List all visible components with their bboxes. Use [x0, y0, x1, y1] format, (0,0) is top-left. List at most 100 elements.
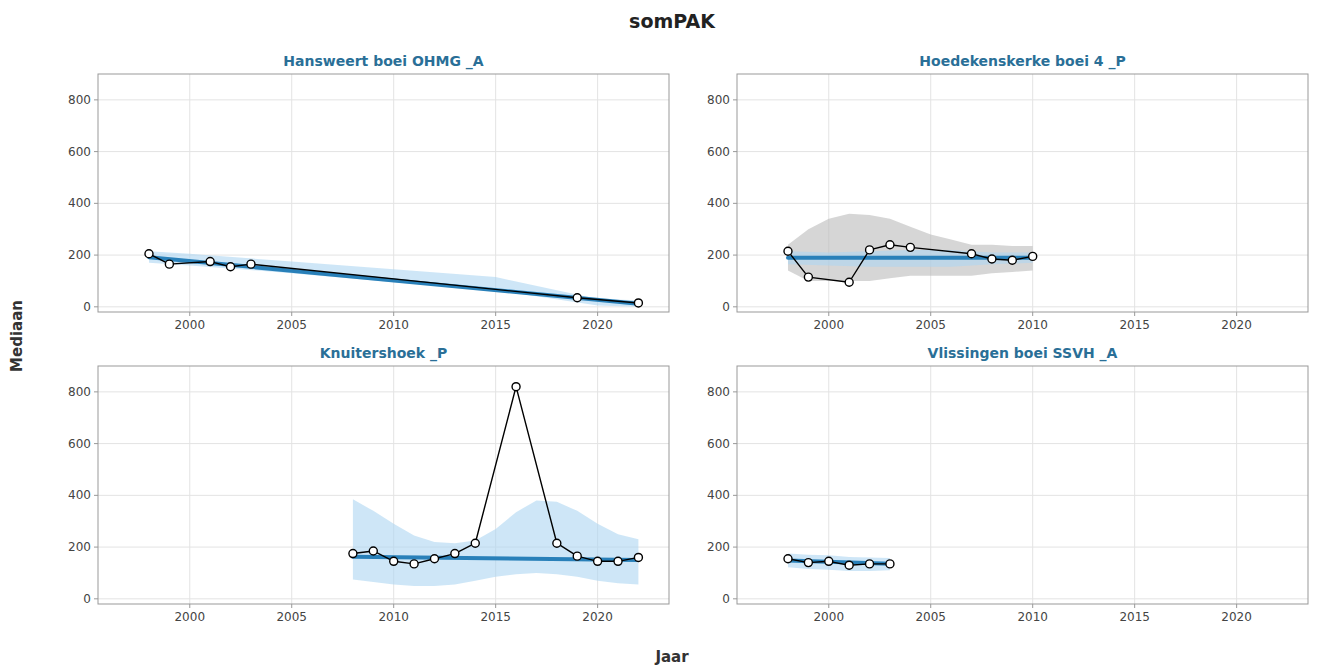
x-grid-line	[1032, 366, 1033, 604]
panel-title: Vlissingen boei SSVH _A	[928, 345, 1118, 362]
data-line	[353, 387, 639, 564]
x-tick	[828, 312, 829, 316]
y-grid-line	[98, 391, 669, 392]
x-grid-line	[1236, 74, 1237, 312]
data-point	[906, 243, 914, 251]
x-tick-label: 2020	[582, 610, 613, 624]
x-tick-label: 2010	[1017, 610, 1048, 624]
plot-area	[784, 554, 894, 571]
plot-frame	[737, 366, 1308, 604]
x-tick-label: 2010	[1017, 318, 1048, 332]
x-axis-label: Jaar	[654, 648, 689, 666]
data-point	[804, 273, 812, 281]
y-tick	[733, 203, 737, 204]
y-grid-line	[98, 443, 669, 444]
x-tick-label: 2000	[174, 318, 205, 332]
x-tick-label: 2000	[813, 610, 844, 624]
data-point	[206, 258, 214, 266]
y-tick	[733, 547, 737, 548]
y-tick-label: 0	[722, 592, 730, 606]
x-tick-label: 2020	[1221, 318, 1252, 332]
y-grid-line	[98, 99, 669, 100]
panel-title: Hansweert boei OHMG _A	[283, 53, 484, 70]
data-point	[410, 560, 418, 568]
y-tick-label: 400	[68, 488, 91, 502]
x-tick-label: 2005	[915, 610, 946, 624]
data-point	[784, 555, 792, 563]
y-tick-label: 600	[707, 145, 730, 159]
y-tick-label: 0	[722, 300, 730, 314]
x-tick	[1134, 604, 1135, 608]
y-tick-label: 800	[68, 93, 91, 107]
panel-title: Hoedekenskerke boei 4 _P	[919, 53, 1125, 70]
confidence-band	[353, 499, 639, 586]
y-tick	[94, 99, 98, 100]
data-point	[369, 547, 377, 555]
y-tick	[733, 598, 737, 599]
data-point	[390, 557, 398, 565]
y-grid-line	[737, 391, 1308, 392]
x-grid-line	[291, 366, 292, 604]
figure-title: somPAK	[629, 10, 716, 32]
y-tick-label: 0	[83, 300, 91, 314]
data-point	[247, 260, 255, 268]
x-tick	[597, 604, 598, 608]
y-tick	[94, 547, 98, 548]
x-grid-line	[291, 74, 292, 312]
y-tick	[94, 306, 98, 307]
y-axis-label: Mediaan	[8, 300, 26, 372]
data-point	[430, 555, 438, 563]
data-point	[1029, 252, 1037, 260]
x-tick-label: 2005	[915, 318, 946, 332]
y-tick-label: 200	[707, 540, 730, 554]
y-tick	[94, 203, 98, 204]
x-grid-line	[930, 74, 931, 312]
y-grid-line	[98, 306, 669, 307]
y-tick	[733, 495, 737, 496]
x-grid-line	[597, 74, 598, 312]
data-point	[471, 539, 479, 547]
x-tick-label: 2015	[1119, 318, 1150, 332]
y-tick-label: 600	[68, 145, 91, 159]
y-tick-label: 800	[68, 385, 91, 399]
x-tick	[393, 312, 394, 316]
x-tick	[1134, 312, 1135, 316]
x-tick-label: 2015	[480, 318, 511, 332]
plot-area	[145, 250, 642, 307]
data-point	[553, 539, 561, 547]
data-point	[1008, 256, 1016, 264]
y-grid-line	[737, 203, 1308, 204]
x-tick-label: 2020	[582, 318, 613, 332]
y-tick-label: 400	[707, 488, 730, 502]
y-grid-line	[737, 99, 1308, 100]
grid	[98, 366, 669, 604]
data-line	[788, 559, 890, 565]
y-tick-label: 600	[707, 437, 730, 451]
x-grid-line	[930, 366, 931, 604]
x-tick-label: 2000	[174, 610, 205, 624]
y-grid-line	[737, 151, 1308, 152]
confidence-band	[788, 554, 890, 571]
x-grid-line	[1134, 366, 1135, 604]
y-tick	[94, 391, 98, 392]
plot-frame	[98, 366, 669, 604]
data-point	[512, 383, 520, 391]
grid	[737, 366, 1308, 604]
data-point	[866, 246, 874, 254]
panel: 020040060080020002005201020152020Vlissin…	[707, 345, 1308, 624]
y-tick	[733, 99, 737, 100]
x-grid-line	[1236, 366, 1237, 604]
data-point	[968, 250, 976, 258]
x-tick	[930, 604, 931, 608]
y-tick	[733, 391, 737, 392]
x-tick	[1236, 312, 1237, 316]
figure: somPAK Mediaan Jaar 0 200 400 600 800 2000 2005 20…	[0, 0, 1344, 672]
y-tick	[733, 443, 737, 444]
x-tick	[930, 312, 931, 316]
y-grid-line	[737, 306, 1308, 307]
plot-area	[784, 214, 1037, 287]
y-tick	[733, 306, 737, 307]
x-tick	[597, 312, 598, 316]
x-tick	[291, 604, 292, 608]
y-tick	[94, 495, 98, 496]
